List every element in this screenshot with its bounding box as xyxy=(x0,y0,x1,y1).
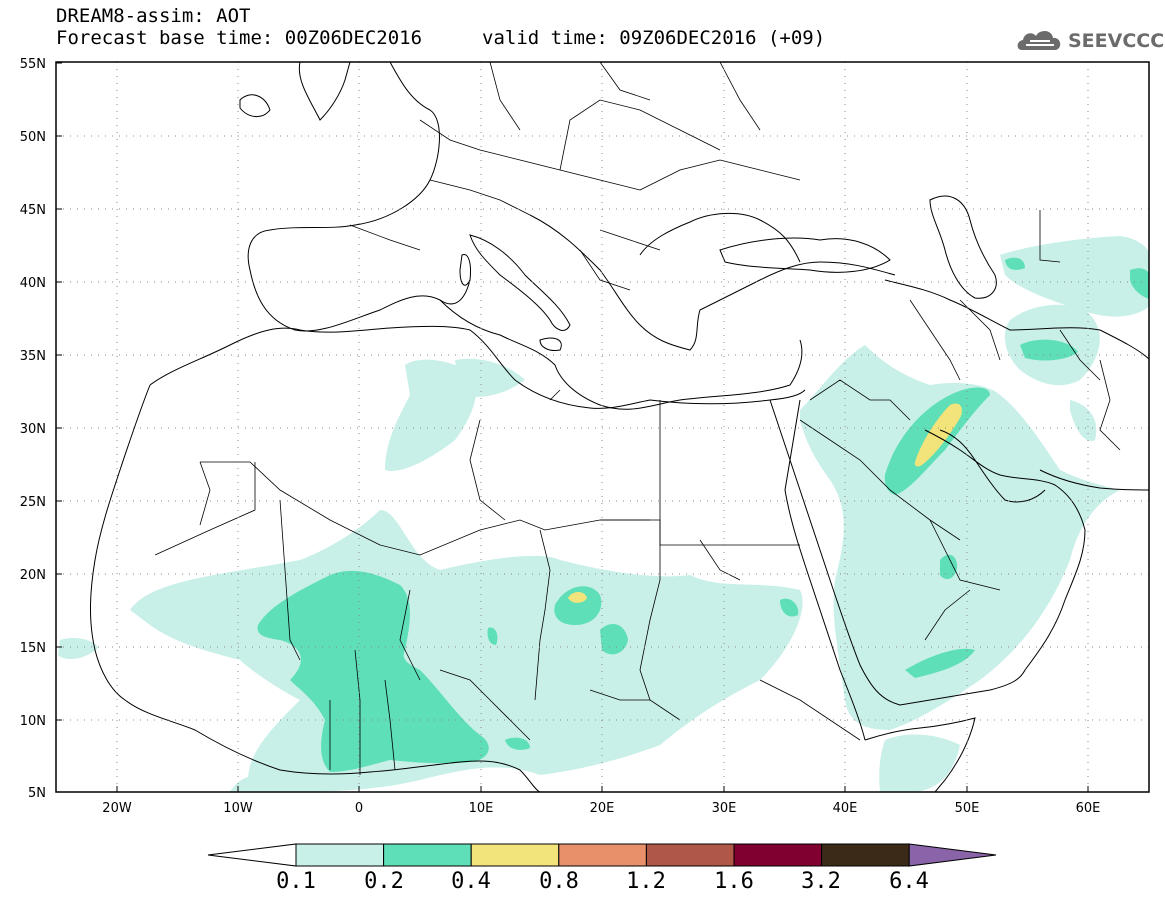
aot-level-0-4 xyxy=(568,403,962,603)
colorbar-label: 6.4 xyxy=(889,869,929,894)
lat-label: 50N xyxy=(20,130,46,145)
lon-label: 60E xyxy=(1076,801,1101,816)
aot-shading xyxy=(58,236,1149,792)
colorbar-swatch xyxy=(733,843,823,867)
lon-label: 40E xyxy=(833,801,858,816)
colorbar-swatch xyxy=(383,843,472,867)
lat-label: 55N xyxy=(20,57,46,72)
lat-label: 35N xyxy=(20,349,46,364)
coastlines xyxy=(90,62,1149,792)
lat-label: 45N xyxy=(20,203,46,218)
lon-label: 20W xyxy=(102,801,132,816)
lon-label: 0 xyxy=(355,801,363,816)
colorbar-label: 0.4 xyxy=(451,869,491,894)
colorbar xyxy=(207,843,997,867)
valid-time: valid time: 09Z06DEC2016 (+09) xyxy=(482,27,826,49)
axis-ticks xyxy=(56,62,1089,792)
lon-label: 50E xyxy=(955,801,980,816)
colorbar-label: 1.6 xyxy=(714,869,754,894)
seevccc-logo: SEEVCCC xyxy=(1016,26,1164,56)
grid xyxy=(56,62,1149,792)
colorbar-label: 0.1 xyxy=(276,869,316,894)
colorbar-swatch xyxy=(821,843,910,867)
colorbar-min-arrow xyxy=(207,843,297,867)
longitude-labels: 20W 10W 0 10E 20E 30E 40E 50E 60E xyxy=(102,801,1100,816)
lat-label: 20N xyxy=(20,568,46,583)
lon-label: 30E xyxy=(712,801,737,816)
aot-level-0-1 xyxy=(58,236,1149,792)
colorbar-swatch xyxy=(470,843,560,867)
lat-label: 40N xyxy=(20,276,46,291)
colorbar-label: 0.2 xyxy=(364,869,404,894)
colorbar-label: 3.2 xyxy=(801,869,841,894)
colorbar-label: 0.8 xyxy=(539,869,579,894)
lat-label: 10N xyxy=(20,714,46,729)
colorbar-swatch xyxy=(558,843,647,867)
lat-label: 15N xyxy=(20,641,46,656)
logo-text: SEEVCCC xyxy=(1068,30,1165,52)
map-title: DREAM8-assim: AOT xyxy=(56,5,251,27)
colorbar-max-arrow xyxy=(908,843,997,867)
lon-label: 20E xyxy=(590,801,615,816)
lat-label: 5N xyxy=(28,786,46,801)
latitude-labels: 55N 50N 45N 40N 35N 30N 25N 20N 15N 10N … xyxy=(20,57,46,801)
lon-label: 10W xyxy=(223,801,253,816)
lat-label: 30N xyxy=(20,422,46,437)
colorbar-swatch xyxy=(645,843,735,867)
forecast-base-time: Forecast base time: 00Z06DEC2016 xyxy=(56,27,423,49)
cloud-logo-icon xyxy=(1017,30,1061,50)
colorbar-label: 1.2 xyxy=(626,869,666,894)
colorbar-swatch xyxy=(295,843,385,867)
lon-label: 10E xyxy=(469,801,494,816)
borders xyxy=(154,62,1121,775)
lat-label: 25N xyxy=(20,495,46,510)
